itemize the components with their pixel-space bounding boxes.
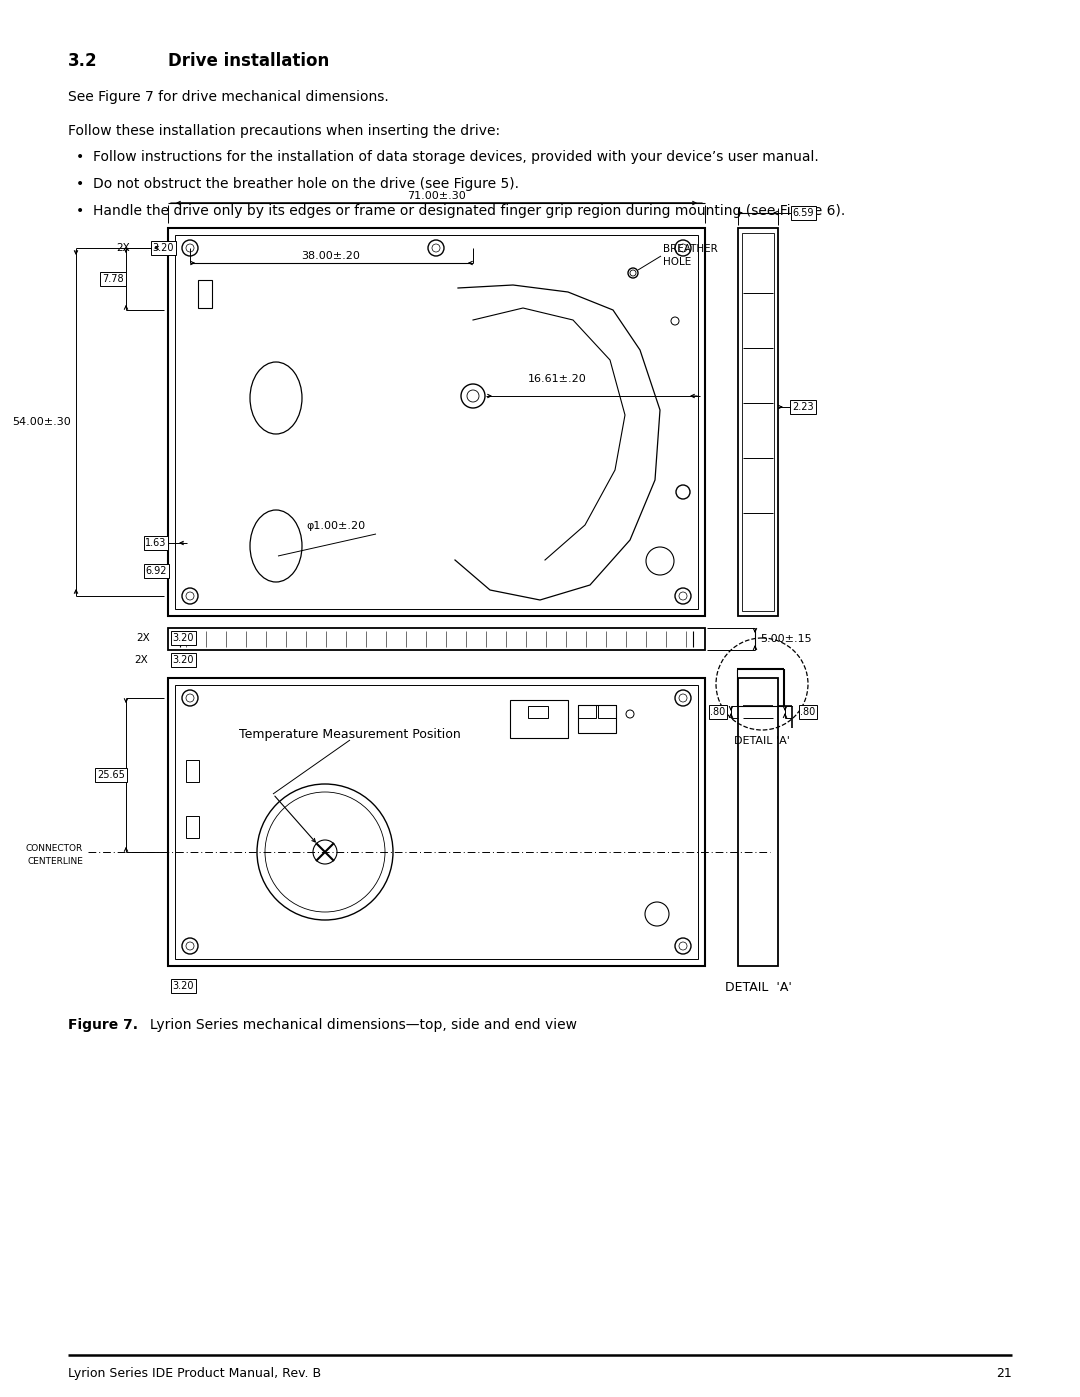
Text: 3.2: 3.2 (68, 52, 97, 70)
Text: 54.00±.30: 54.00±.30 (12, 416, 71, 427)
Bar (738, 228, 778, 616)
Text: 2X: 2X (136, 633, 150, 643)
Text: .80: .80 (711, 707, 726, 717)
Bar (168, 629, 705, 650)
Text: Lyrion Series IDE Product Manual, Rev. B: Lyrion Series IDE Product Manual, Rev. B (68, 1368, 321, 1380)
Text: CENTERLINE: CENTERLINE (27, 856, 83, 866)
Bar (186, 760, 199, 782)
Text: Follow these installation precautions when inserting the drive:: Follow these installation precautions wh… (68, 124, 500, 138)
Text: φ1.00±.20: φ1.00±.20 (307, 521, 365, 531)
Text: Lyrion Series mechanical dimensions—top, side and end view: Lyrion Series mechanical dimensions—top,… (129, 1018, 577, 1032)
Bar (186, 816, 199, 838)
Bar (510, 700, 568, 738)
Text: Temperature Measurement Position: Temperature Measurement Position (239, 728, 461, 740)
Bar (175, 685, 698, 958)
Text: Figure 7.: Figure 7. (68, 1018, 138, 1032)
Text: 2X: 2X (134, 655, 148, 665)
Text: 25.65: 25.65 (97, 770, 125, 780)
Text: 3.20: 3.20 (172, 981, 193, 990)
Bar (578, 705, 616, 733)
Text: •  Do not obstruct the breather hole on the drive (see Figure 5).: • Do not obstruct the breather hole on t… (76, 177, 519, 191)
Text: •  Handle the drive only by its edges or frame or designated finger grip region : • Handle the drive only by its edges or … (76, 204, 846, 218)
Text: 2X: 2X (117, 243, 130, 253)
Text: Drive installation: Drive installation (168, 52, 329, 70)
Bar (528, 705, 548, 718)
Text: 3.20: 3.20 (152, 243, 174, 253)
Text: 3.20: 3.20 (172, 655, 193, 665)
Text: 2.23: 2.23 (793, 402, 814, 412)
Bar (738, 678, 778, 965)
Text: 6.59: 6.59 (793, 208, 813, 218)
Bar (175, 235, 698, 609)
Bar (198, 279, 212, 307)
Text: 3.20: 3.20 (172, 633, 193, 643)
Bar (742, 233, 774, 610)
Bar (578, 705, 596, 718)
Text: DETAIL  'A': DETAIL 'A' (725, 981, 792, 995)
Text: 5.00±.15: 5.00±.15 (760, 634, 812, 644)
Text: 38.00±.20: 38.00±.20 (301, 251, 361, 261)
Text: 1.63: 1.63 (146, 538, 166, 548)
Text: .80: .80 (800, 707, 815, 717)
Text: CONNECTOR: CONNECTOR (26, 844, 83, 854)
Text: DETAIL 'A': DETAIL 'A' (734, 736, 789, 746)
Bar (168, 678, 705, 965)
Text: 7.78: 7.78 (103, 274, 124, 284)
Text: 16.61±.20: 16.61±.20 (528, 374, 586, 384)
Text: 6.92: 6.92 (145, 566, 166, 576)
Text: See Figure 7 for drive mechanical dimensions.: See Figure 7 for drive mechanical dimens… (68, 89, 389, 103)
Bar (168, 228, 705, 616)
Text: BREATHER: BREATHER (663, 244, 718, 254)
Text: 21: 21 (996, 1368, 1012, 1380)
Text: 71.00±.30: 71.00±.30 (407, 191, 465, 201)
Text: •  Follow instructions for the installation of data storage devices, provided wi: • Follow instructions for the installati… (76, 149, 819, 163)
Text: HOLE: HOLE (663, 257, 691, 267)
Bar (598, 705, 616, 718)
